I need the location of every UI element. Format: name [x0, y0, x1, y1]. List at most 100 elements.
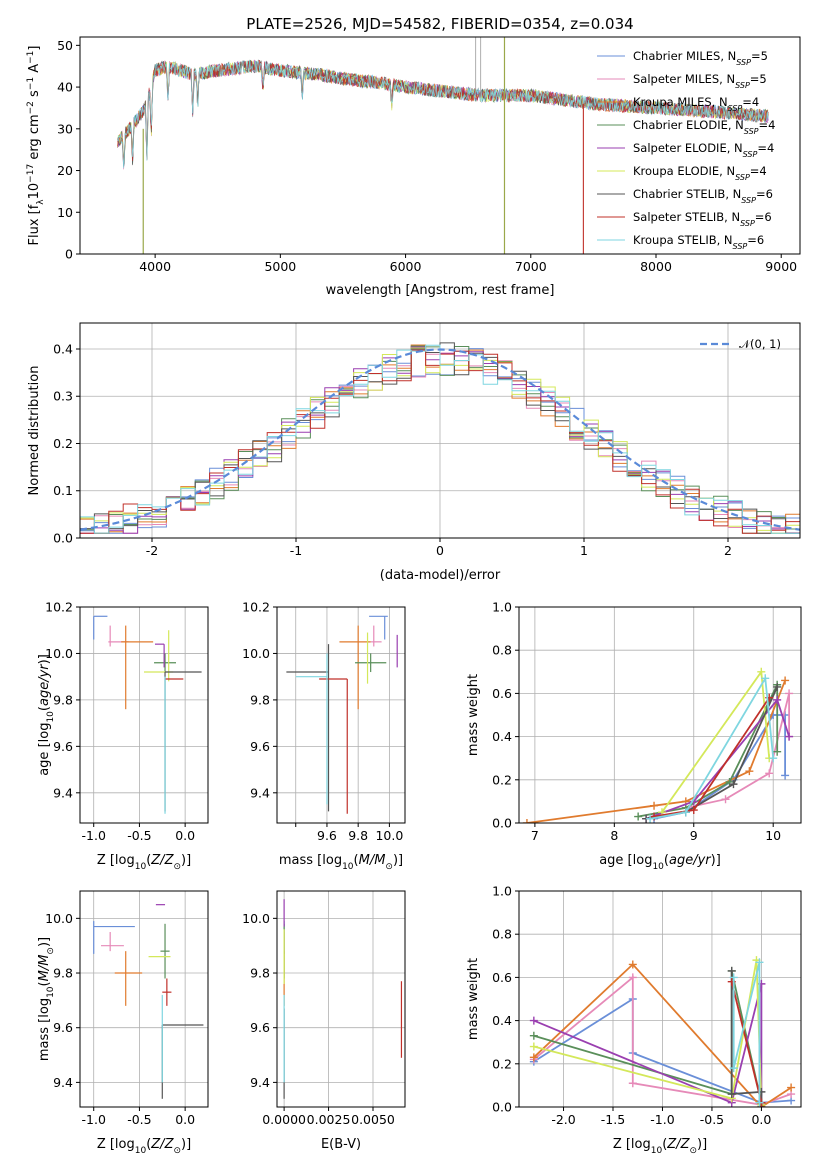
- legend-label: 𝒩(0, 1): [739, 337, 781, 351]
- x-tick-label: 0.0050: [351, 1112, 395, 1127]
- panel-residuals: (data-model)/error Normed distribution -2 -…: [27, 322, 801, 583]
- massweight-marker: [755, 1098, 764, 1107]
- errorbar-point: [339, 625, 371, 710]
- y-tick-label: 10: [57, 205, 73, 220]
- x-tick-label: 6000: [390, 259, 422, 274]
- x-tick-label: 0.0025: [307, 1112, 351, 1127]
- massweight-marker: [529, 1016, 538, 1025]
- massweight-marker: [769, 754, 778, 763]
- y-axis-label: mass weight: [466, 958, 481, 1040]
- y-tick-label: 0.4: [492, 1013, 512, 1028]
- massweight-marker: [646, 814, 655, 823]
- x-tick-label: 9: [690, 828, 698, 843]
- axes-frame: [276, 606, 406, 824]
- massweight-marker: [628, 960, 637, 969]
- massweight-marker: [787, 1083, 796, 1092]
- massweight-marker: [755, 958, 764, 967]
- x-tick-label: 7: [531, 828, 539, 843]
- plot-area: [117, 37, 769, 254]
- panel-spectrum: wavelength [Angstrom, rest frame] Flux [f…: [26, 36, 801, 298]
- y-tick-label: 9.4: [250, 1075, 270, 1090]
- massweight-marker: [761, 674, 770, 683]
- x-axis-label: mass [log10(M/M⊙)]: [279, 853, 403, 872]
- figure-title: PLATE=2526, MJD=54582, FIBERID=0354, z=0…: [246, 15, 633, 33]
- legend-label: Chabrier MILES, NSSP=5: [633, 49, 768, 67]
- massweight-line: [533, 983, 763, 1105]
- x-tick-label: -0.5: [700, 1112, 724, 1127]
- x-tick-label: -1.5: [601, 1112, 625, 1127]
- x-tick-label: 9.8: [348, 828, 368, 843]
- y-tick-label: 9.8: [250, 692, 270, 707]
- y-tick-label: 10.0: [45, 646, 73, 661]
- legend-label: Salpeter STELIB, NSSP=6: [633, 210, 772, 228]
- y-tick-label: 9.6: [250, 739, 270, 754]
- massweight-line: [533, 963, 792, 1107]
- x-axis-label: E(B-V): [321, 1137, 361, 1152]
- x-tick-label: 10: [765, 828, 781, 843]
- massweight-marker: [650, 801, 659, 810]
- errorbar-point: [160, 923, 170, 979]
- massweight-marker: [781, 771, 790, 780]
- y-tick-label: 0.6: [492, 970, 512, 985]
- axes-frame: [518, 606, 802, 824]
- y-tick-label: 10.2: [242, 600, 270, 615]
- histogram-line: [80, 347, 800, 534]
- x-tick-label: -1.0: [82, 828, 106, 843]
- histogram-line: [80, 344, 800, 534]
- plot-area: [283, 899, 403, 1099]
- panel-mass-vs-Z: Z [log10(Z/Z⊙)] mass [log10(M/M⊙)] -1.0 -0.…: [37, 890, 209, 1156]
- y-axis-label: age [log10(age/yr)]: [37, 654, 56, 776]
- axes-frame: [79, 606, 209, 824]
- y-tick-label: 0.6: [492, 686, 512, 701]
- massweight-marker: [727, 1090, 736, 1099]
- legend-label: Salpeter MILES, NSSP=5: [633, 72, 767, 90]
- legend-label: Chabrier ELODIE, NSSP=4: [633, 118, 775, 136]
- x-tick-label: -1.0: [82, 1112, 106, 1127]
- errorbar-point: [286, 644, 330, 812]
- x-tick-label: 8: [610, 828, 618, 843]
- panel-age-vs-mass: mass [log10(M/M⊙)] 9.6 9.8 10.0 9.4 9.6 9.8 10.…: [242, 600, 406, 872]
- axes-frame: [276, 890, 406, 1108]
- x-axis-label: Z [log10(Z/Z⊙)]: [97, 853, 191, 872]
- x-tick-label: -2: [146, 543, 158, 558]
- y-tick-label: 30: [57, 121, 73, 136]
- panel-age-vs-Z: Z [log10(Z/Z⊙)] age [log10(age/yr)] -1.0 -0…: [37, 600, 209, 872]
- massweight-marker: [529, 1031, 538, 1040]
- y-tick-label: 9.8: [250, 966, 270, 981]
- x-tick-label: -0.5: [127, 828, 151, 843]
- y-tick-label: 1.0: [492, 600, 512, 615]
- y-tick-label: 20: [57, 163, 73, 178]
- massweight-marker: [522, 819, 531, 823]
- errorbar-point: [93, 615, 108, 640]
- massweight-line: [533, 970, 763, 1103]
- y-tick-label: 1.0: [492, 884, 512, 899]
- y-tick-label: 0.8: [492, 643, 512, 658]
- x-tick-label: -1: [290, 543, 302, 558]
- y-tick-label: 0.3: [53, 389, 73, 404]
- y-axis-label: Normed distribution: [27, 366, 42, 496]
- plot-area: [522, 667, 794, 823]
- y-tick-label: 9.6: [250, 1020, 270, 1035]
- massweight-marker: [729, 1064, 738, 1073]
- spectrum-line: [117, 59, 769, 169]
- panel-massweight-vs-Z: Z [log10(Z/Z⊙)] mass weight -2.0 -1.5 -1.0 -0…: [466, 884, 802, 1156]
- x-tick-label: -0.5: [127, 1112, 151, 1127]
- y-tick-label: 50: [57, 38, 73, 53]
- y-tick-label: 10.0: [242, 646, 270, 661]
- y-tick-label: 9.8: [53, 966, 73, 981]
- massweight-line: [730, 981, 763, 1103]
- errorbar-point: [161, 1024, 204, 1099]
- y-tick-label: 9.8: [53, 692, 73, 707]
- errorbar-point: [121, 625, 154, 710]
- errorbar-point: [114, 951, 143, 1006]
- y-tick-label: 10.0: [45, 911, 73, 926]
- x-tick-label: 0.0: [175, 828, 195, 843]
- massweight-marker: [729, 973, 738, 982]
- x-tick-label: 9000: [765, 259, 797, 274]
- errorbar-point: [295, 653, 328, 805]
- panel-mass-vs-EBV: E(B-V) 0.0000 0.0025 0.0050 9.4 9.6 9.8 10.0: [242, 890, 406, 1152]
- x-axis-label: Z [log10(Z/Z⊙)]: [97, 1137, 191, 1156]
- x-axis-label: age [log10(age/yr)]: [599, 853, 721, 872]
- massweight-marker: [773, 682, 782, 691]
